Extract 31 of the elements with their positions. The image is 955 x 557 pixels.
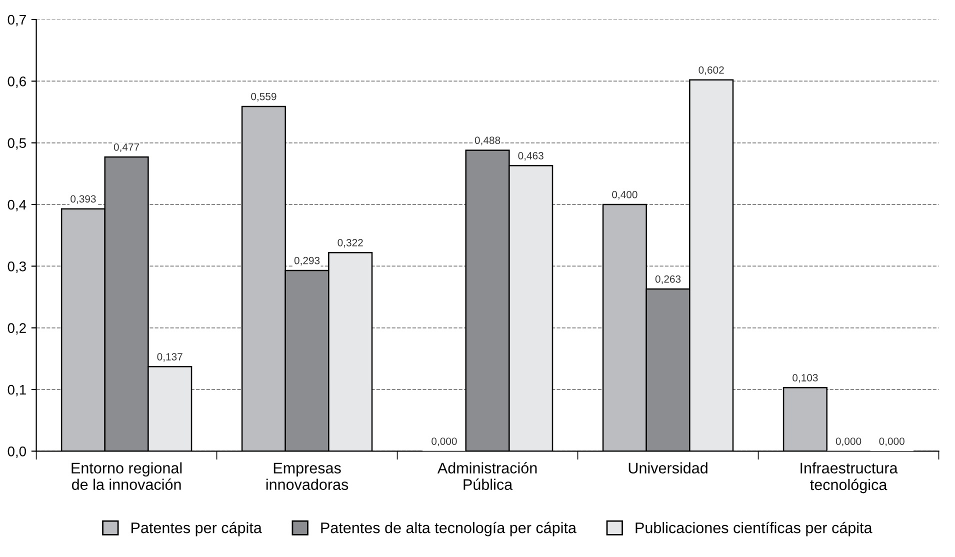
legend-label: Patentes de alta tecnología per cápita <box>321 522 576 536</box>
y-tick-label: 0,4 <box>8 200 26 212</box>
data-label: 0,488 <box>474 136 500 146</box>
x-tick-label: Entorno regional de la innovación <box>72 462 182 490</box>
y-tick-label: 0,3 <box>8 262 26 273</box>
y-tick-label: 0,6 <box>8 76 26 88</box>
data-label: 0,137 <box>157 353 182 362</box>
data-label: 0,463 <box>518 152 544 161</box>
x-tick-label: Infraestructura tecnológica <box>800 462 898 494</box>
y-tick-label: 0,2 <box>8 323 26 335</box>
data-label: 0,000 <box>879 438 904 446</box>
data-label: 0,559 <box>251 92 276 102</box>
data-label: 0,000 <box>432 438 457 446</box>
x-tick-label: Administración Pública <box>437 462 537 490</box>
legend-label: Patentes per cápita <box>132 522 262 536</box>
y-tick-label: 0,0 <box>8 446 26 458</box>
x-tick-label: Universidad <box>628 462 708 474</box>
y-tick-label: 0,1 <box>8 384 26 396</box>
y-tick-label: 0,7 <box>8 14 26 26</box>
data-label: 0,400 <box>612 190 638 200</box>
x-tick-label: Empresas innovadoras <box>266 462 348 490</box>
y-tick-label: 0,5 <box>8 138 26 150</box>
data-label: 0,477 <box>114 143 140 152</box>
data-label: 0,293 <box>294 256 320 266</box>
data-label: 0,322 <box>338 239 363 248</box>
data-label: 0,602 <box>698 66 724 75</box>
data-label: 0,103 <box>792 374 818 383</box>
legend-label: Publicaciones científicas per cápita <box>636 522 872 536</box>
data-label: 0,393 <box>70 195 96 204</box>
data-label: 0,000 <box>836 438 862 446</box>
data-label: 0,263 <box>655 275 681 284</box>
